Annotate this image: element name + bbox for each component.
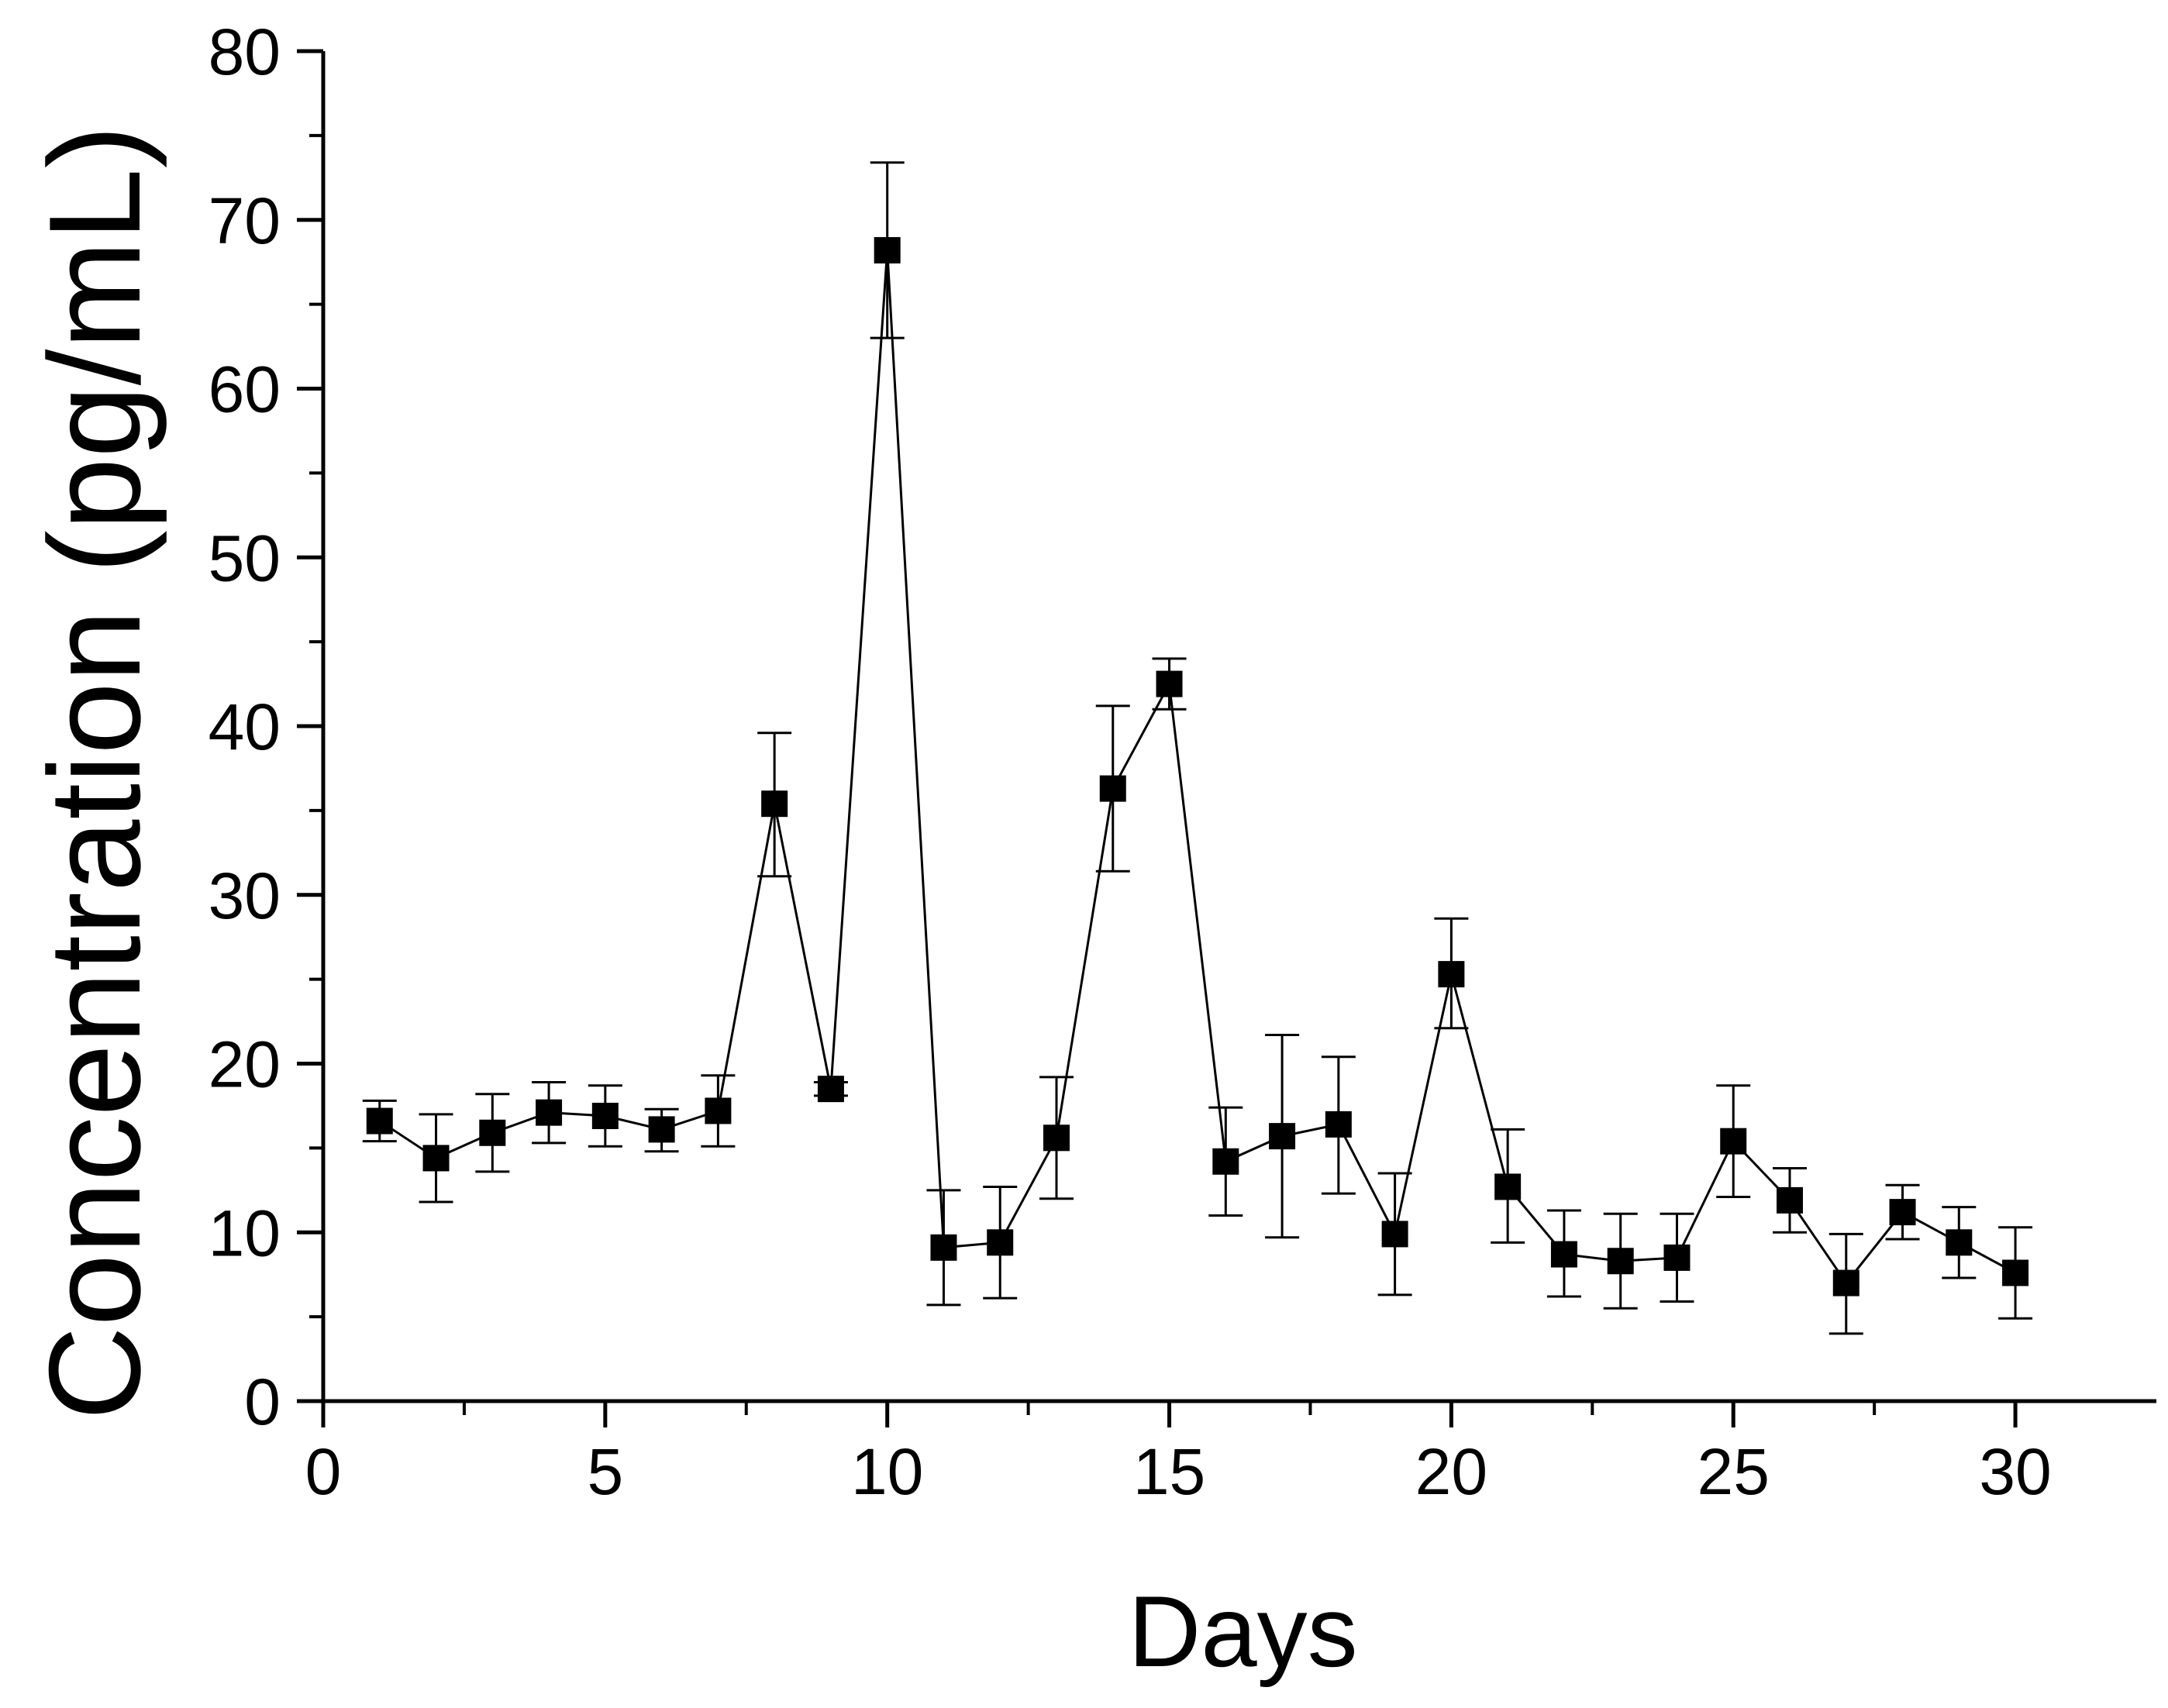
data-point: [1946, 1229, 1973, 1256]
data-point: [1099, 775, 1126, 802]
x-tick-label: 25: [1698, 1435, 1770, 1508]
y-tick-label: 70: [209, 184, 281, 257]
axes: 0 10 20 30 40 50 60 70 80 0 5 10 15 20 25 30: [209, 15, 2156, 1508]
data-point: [591, 1103, 619, 1130]
data-point: [536, 1099, 563, 1126]
data-point: [366, 1107, 393, 1135]
data-point: [422, 1145, 450, 1172]
plot-area: [362, 161, 2033, 1335]
y-axis-title: Concentration (pg/mL): [22, 125, 167, 1420]
x-tick-label: 5: [587, 1435, 623, 1508]
data-point: [1156, 670, 1183, 697]
x-tick-label: 30: [1979, 1435, 2051, 1508]
data-point: [1663, 1244, 1691, 1271]
y-tick-label: 50: [209, 522, 281, 594]
y-tick-label: 0: [244, 1365, 281, 1438]
data-point: [1381, 1221, 1408, 1248]
data-point: [930, 1234, 957, 1261]
data-point: [1720, 1128, 1747, 1155]
data-point: [987, 1229, 1014, 1256]
y-tick-label: 60: [209, 353, 281, 426]
data-point: [1777, 1186, 1803, 1214]
y-tick-label: 30: [209, 859, 281, 932]
data-point: [1494, 1173, 1522, 1200]
data-point: [1043, 1124, 1070, 1152]
data-point: [1832, 1269, 1860, 1296]
data-markers: [366, 236, 2029, 1296]
x-tick-label: 20: [1415, 1435, 1487, 1508]
x-tick-labels: 0 5 10 15 20 25 30: [305, 1435, 2052, 1508]
data-point: [1325, 1111, 1352, 1138]
data-point: [648, 1116, 675, 1143]
x-tick-label: 0: [305, 1435, 342, 1508]
y-tick-label: 10: [209, 1197, 281, 1269]
y-tick-label: 40: [209, 690, 281, 763]
data-point: [1607, 1248, 1634, 1275]
data-point: [705, 1097, 732, 1124]
y-ticks: [297, 49, 323, 1403]
data-point: [1550, 1241, 1577, 1268]
x-tick-label: 15: [1133, 1435, 1205, 1508]
x-ticks: [321, 1401, 2018, 1427]
data-point: [479, 1119, 506, 1146]
data-point: [1438, 961, 1465, 988]
data-point: [761, 790, 788, 818]
data-point: [874, 236, 901, 263]
y-tick-label: 80: [209, 15, 281, 88]
data-point: [2002, 1259, 2029, 1286]
data-point: [1269, 1123, 1296, 1150]
x-tick-label: 10: [851, 1435, 923, 1508]
data-point: [1889, 1199, 1916, 1226]
x-axis-title: Days: [1128, 1575, 1357, 1688]
y-tick-labels: 0 10 20 30 40 50 60 70 80: [209, 15, 281, 1438]
data-point: [817, 1076, 844, 1103]
data-point: [1212, 1148, 1239, 1175]
y-tick-label: 20: [209, 1028, 281, 1101]
